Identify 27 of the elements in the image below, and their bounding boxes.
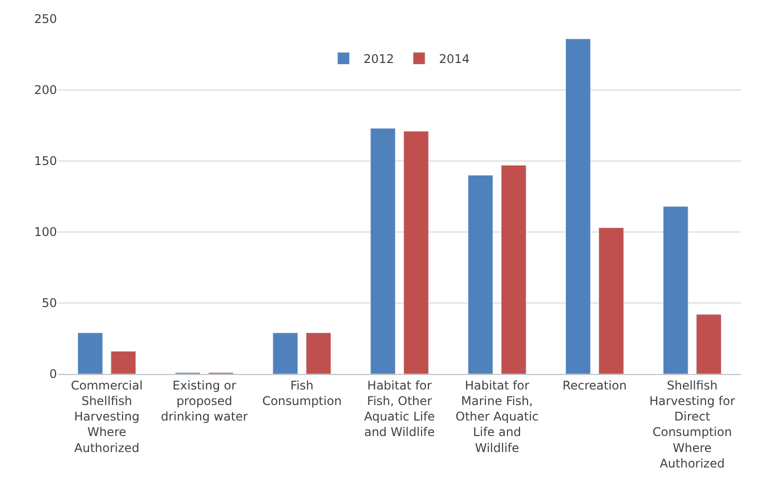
bar — [78, 332, 103, 374]
bar — [565, 38, 591, 374]
x-tick-label: Fish Consumption — [262, 378, 342, 408]
bar — [468, 174, 494, 374]
bar — [500, 165, 526, 374]
x-tick-label: Existing or proposed drinking water — [160, 378, 248, 424]
y-tick-label: 200 — [34, 83, 57, 98]
y-tick-label: 50 — [42, 296, 57, 310]
x-tick-label: Commercial Shellfish Harvesting Where Authorized — [70, 378, 143, 455]
y-tick-label: 100 — [34, 225, 57, 240]
y-tick-label: 250 — [34, 12, 57, 26]
x-tick-label: Habitat for Marine Fish, Other Aquatic Life and Wildlife — [456, 378, 539, 455]
bar — [110, 351, 136, 374]
x-tick-label: Habitat for Fish, Other Aquatic Life and Wildlife — [364, 378, 435, 440]
y-tick-label: 0 — [49, 367, 57, 382]
bar — [272, 332, 298, 374]
legend-label: 2012 — [364, 52, 394, 66]
y-tick-label: 150 — [34, 154, 57, 168]
bar — [662, 206, 688, 374]
x-tick-label: Shellfish Harvesting for Direct Consumption Where Authorized — [649, 378, 736, 470]
legend-label: 2014 — [439, 52, 470, 66]
bar — [696, 314, 722, 374]
x-tick-label: Recreation — [562, 378, 627, 392]
bar — [306, 332, 332, 374]
bar — [403, 130, 429, 374]
bar — [598, 227, 624, 374]
bar — [370, 128, 396, 374]
